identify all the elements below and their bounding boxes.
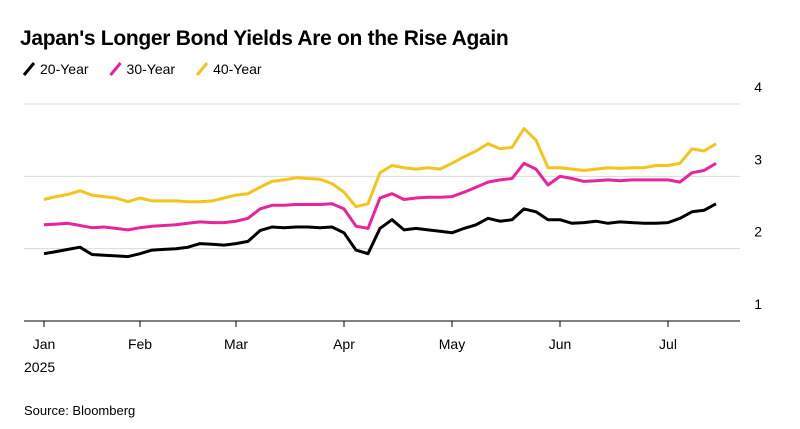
x-tick-label: Jul xyxy=(659,336,677,352)
series-line xyxy=(43,202,717,259)
legend-label: 40-Year xyxy=(213,61,262,77)
y-tick-label: 4 xyxy=(754,79,762,95)
y-tick-label: 2 xyxy=(754,224,762,240)
legend-label: 20-Year xyxy=(40,61,89,77)
x-tick-label: Mar xyxy=(224,336,248,352)
series-line xyxy=(43,161,717,232)
chart-title: Japan's Longer Bond Yields Are on the Ri… xyxy=(20,27,508,50)
x-tick-label: Jun xyxy=(549,336,572,352)
legend-swatch xyxy=(22,62,36,76)
legend-label: 30-Year xyxy=(127,61,176,77)
x-tick-label: Jan xyxy=(33,336,56,352)
series-line xyxy=(43,127,717,209)
x-tick-label: Feb xyxy=(128,336,152,352)
x-tick-label: Apr xyxy=(333,336,355,352)
legend-swatch xyxy=(109,62,122,76)
legend-swatch xyxy=(195,62,209,76)
y-tick-label: 3 xyxy=(754,151,762,167)
x-sublabel: 2025 xyxy=(24,359,55,375)
y-tick-label: 1 xyxy=(754,296,762,312)
source: Source: Bloomberg xyxy=(24,403,135,418)
x-tick-label: May xyxy=(439,336,465,352)
